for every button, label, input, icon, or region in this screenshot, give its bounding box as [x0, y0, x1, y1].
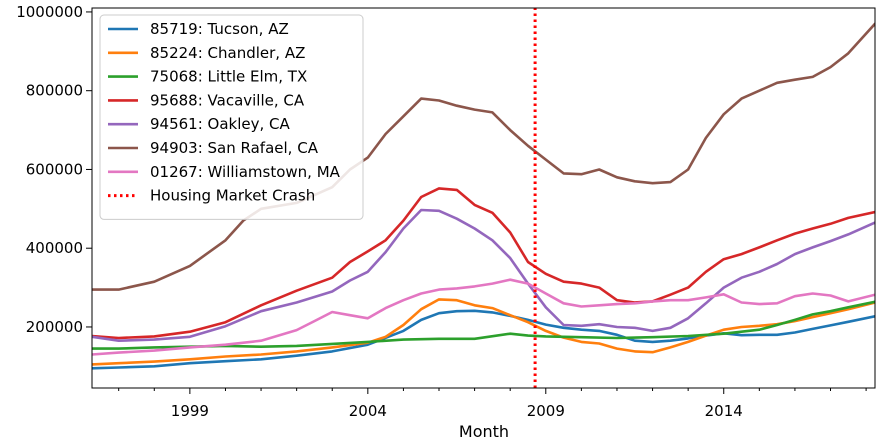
series-line-0: [92, 309, 875, 370]
x-tick-label-3: 2014: [705, 402, 743, 420]
series-line-3: [92, 187, 875, 340]
legend-label-4: 94561: Oakley, CA: [150, 115, 291, 133]
legend-label-0: 85719: Tucson, AZ: [150, 20, 289, 38]
series-line-2: [92, 300, 875, 350]
legend-label-7: Housing Market Crash: [150, 187, 315, 205]
plot-frame: [91, 7, 876, 389]
x-tick-label-0: 1999: [171, 402, 209, 420]
series-line-6: [92, 278, 875, 356]
legend-label-3: 95688: Vacaville, CA: [150, 91, 305, 109]
legend: 85719: Tucson, AZ 85224: Chandler, AZ 7506…: [99, 14, 364, 220]
series-line-4: [92, 208, 875, 342]
y-tick-label-0: 200000: [26, 318, 83, 336]
x-tick-label-2: 2009: [527, 402, 565, 420]
legend-box: [99, 14, 364, 220]
legend-label-2: 75068: Little Elm, TX: [150, 68, 307, 86]
y-tick-label-2: 600000: [26, 160, 83, 178]
y-tick-label-4: 1000000: [16, 3, 83, 21]
series-line-1: [92, 298, 875, 366]
x-tick-label-1: 2004: [349, 402, 387, 420]
axes: 1999 2004 2009 2014 200000 400000 600000 800000…: [16, 3, 876, 420]
y-tick-label-1: 400000: [26, 239, 83, 257]
legend-label-5: 94903: San Rafael, CA: [150, 139, 319, 157]
y-tick-label-3: 800000: [26, 82, 83, 100]
legend-label-6: 01267: Williamstown, MA: [150, 163, 341, 181]
x-axis-title: Month: [459, 422, 509, 441]
legend-label-1: 85224: Chandler, AZ: [150, 44, 305, 62]
